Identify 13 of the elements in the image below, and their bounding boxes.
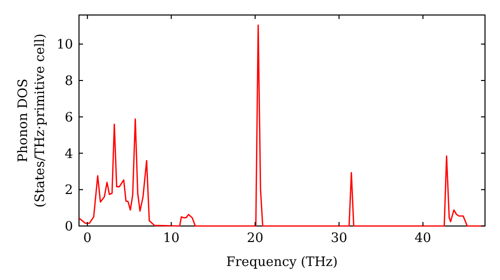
x-tick-label: 30 [330, 231, 348, 246]
y-tick-label: 8 [64, 74, 73, 90]
x-tick-label: 20 [246, 231, 264, 246]
y-tick-label: 0 [64, 220, 73, 235]
y-tick-label: 4 [64, 146, 73, 162]
x-tick-label: 10 [163, 231, 180, 246]
y-tick-label: 6 [64, 110, 73, 126]
y-axis-title: Phonon DOS (States/THz·primitive cell) [16, 33, 48, 208]
x-tick-label: 0 [83, 231, 92, 246]
x-tick-label: 40 [414, 231, 432, 246]
x-axis-title: Frequency (THz) [226, 255, 338, 270]
y-tick-label: 2 [64, 183, 73, 198]
y-tick-label: 10 [56, 38, 73, 53]
